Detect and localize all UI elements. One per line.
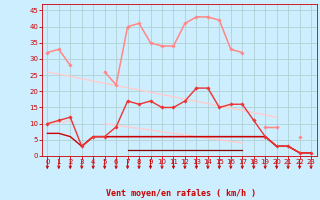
Text: Vent moyen/en rafales ( km/h ): Vent moyen/en rafales ( km/h ) — [106, 189, 256, 198]
